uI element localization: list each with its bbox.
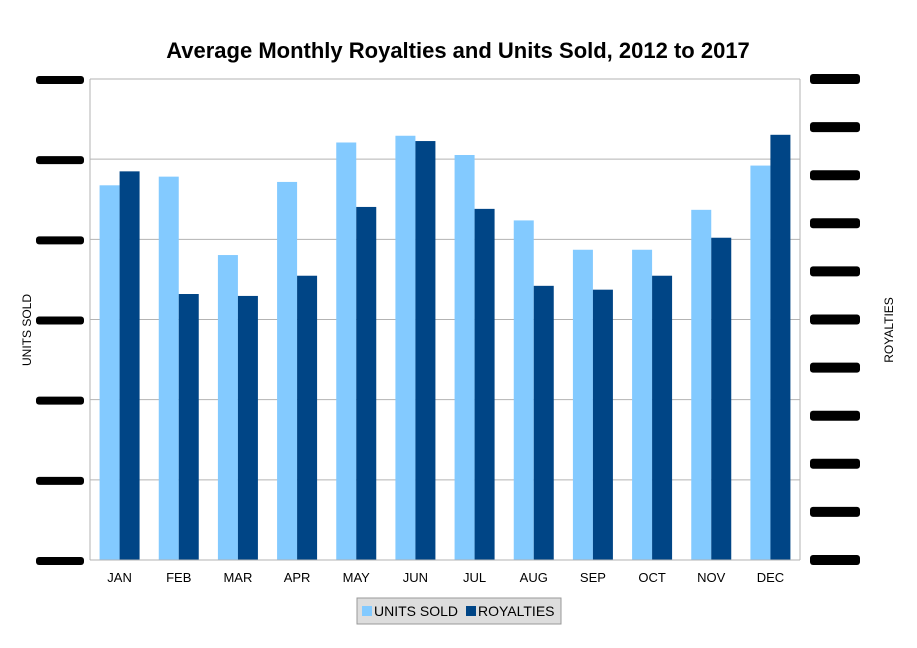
bar-royalties-jul (474, 208, 495, 560)
bar-royalties-feb (178, 294, 199, 560)
x-tick-label-jan: JAN (107, 570, 132, 585)
bar-units-sold-dec (750, 165, 771, 560)
right-tick-label-redacted (810, 555, 860, 565)
right-axis-tick-labels (810, 74, 860, 565)
bars (99, 134, 791, 561)
chart-title: Average Monthly Royalties and Units Sold… (166, 38, 750, 63)
bar-royalties-apr (297, 275, 318, 560)
right-tick-label-redacted (810, 410, 860, 421)
right-tick-label-redacted (810, 266, 860, 277)
bar-units-sold-feb (158, 176, 179, 560)
x-tick-label-dec: DEC (757, 570, 784, 585)
legend-swatch-royalties (466, 606, 476, 616)
x-tick-label-nov: NOV (697, 570, 726, 585)
left-tick-label-redacted (36, 476, 84, 485)
left-tick-label-redacted (36, 316, 84, 325)
x-tick-label-jul: JUL (463, 570, 486, 585)
bar-royalties-nov (711, 237, 732, 561)
bar-royalties-mar (237, 295, 258, 560)
bar-units-sold-nov (691, 209, 712, 560)
x-tick-label-may: MAY (343, 570, 371, 585)
gridlines (90, 78, 800, 481)
left-tick-label-redacted (36, 236, 84, 245)
bar-units-sold-jun (395, 135, 416, 560)
x-tick-label-jun: JUN (403, 570, 428, 585)
bar-royalties-oct (652, 275, 673, 560)
x-tick-label-apr: APR (284, 570, 311, 585)
right-tick-label-redacted (810, 362, 860, 373)
bar-royalties-jun (415, 141, 436, 560)
left-tick-label-redacted (36, 76, 84, 84)
bar-units-sold-jan (99, 185, 120, 560)
x-tick-label-sep: SEP (580, 570, 606, 585)
y-axis-left-title: UNITS SOLD (20, 294, 34, 366)
legend-label-royalties: ROYALTIES (478, 603, 555, 619)
right-tick-label-redacted (810, 458, 860, 469)
left-tick-label-redacted (36, 156, 84, 165)
bar-units-sold-aug (513, 220, 534, 560)
right-tick-label-redacted (810, 314, 860, 325)
x-tick-label-mar: MAR (223, 570, 252, 585)
bar-units-sold-apr (277, 181, 298, 560)
left-tick-label-redacted (36, 557, 84, 565)
right-tick-label-redacted (810, 74, 860, 84)
bar-units-sold-oct (632, 249, 653, 560)
legend-swatch-units-sold (362, 606, 372, 616)
x-tick-label-feb: FEB (166, 570, 191, 585)
bar-royalties-aug (533, 285, 554, 560)
bar-royalties-jan (119, 171, 140, 561)
right-tick-label-redacted (810, 506, 860, 517)
right-tick-label-redacted (810, 170, 860, 181)
left-tick-label-redacted (36, 396, 84, 405)
bar-units-sold-jul (454, 154, 475, 561)
legend: UNITS SOLD ROYALTIES (356, 597, 562, 625)
bar-royalties-may (356, 206, 377, 561)
legend-label-units-sold: UNITS SOLD (374, 603, 458, 619)
bar-units-sold-sep (572, 249, 593, 560)
bar-units-sold-may (336, 142, 357, 560)
x-tick-label-oct: OCT (638, 570, 666, 585)
x-tick-label-aug: AUG (520, 570, 548, 585)
right-tick-label-redacted (810, 122, 860, 133)
right-tick-label-redacted (810, 218, 860, 229)
left-axis-tick-labels (36, 76, 84, 565)
bar-units-sold-mar (217, 255, 238, 560)
x-axis-tick-labels: JAN FEB MAR APR MAY JUN JUL AUG SEP OCT NOV DEC (107, 570, 784, 585)
bar-royalties-dec (770, 134, 791, 560)
bar-royalties-sep (592, 289, 613, 560)
legend-box (356, 597, 562, 625)
y-axis-right-title: ROYALTIES (882, 297, 896, 363)
